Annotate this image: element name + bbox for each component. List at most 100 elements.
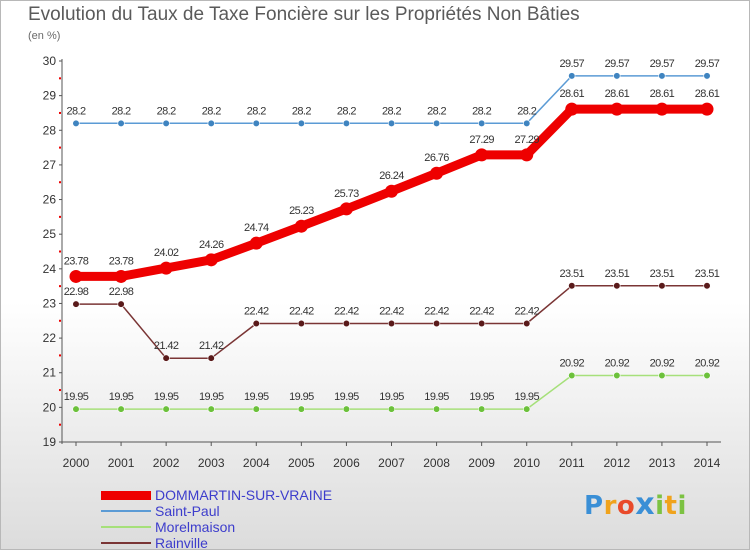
data-point	[387, 119, 396, 127]
data-point	[478, 319, 486, 328]
data-label: 28.2	[112, 105, 131, 117]
data-point	[342, 119, 351, 127]
y-minor-tick	[59, 181, 61, 184]
data-point	[72, 300, 80, 308]
data-point	[568, 371, 576, 380]
y-tick-label: 23	[43, 296, 57, 310]
data-point	[114, 269, 128, 283]
data-point	[613, 371, 621, 380]
data-point	[478, 119, 486, 127]
data-point	[475, 148, 489, 162]
data-point	[703, 371, 711, 380]
data-label: 19.95	[424, 391, 449, 403]
data-label: 22.42	[379, 306, 404, 318]
data-label: 23.78	[64, 255, 89, 267]
data-point	[703, 72, 711, 80]
data-label: 19.95	[64, 391, 89, 403]
y-minor-tick	[59, 354, 61, 357]
data-point	[703, 282, 711, 290]
y-tick-label: 21	[43, 366, 57, 380]
legend-label: Rainville	[155, 535, 208, 551]
data-point	[610, 102, 624, 116]
axes: 19 20 21 22 23 24 25 26 27 28 29 30 2000 2001 2002 2003…	[43, 54, 721, 470]
y-minor-tick	[59, 319, 61, 322]
data-label: 21.42	[154, 340, 179, 352]
data-point	[207, 119, 215, 127]
data-label: 19.95	[244, 391, 269, 403]
x-tick-label: 2014	[694, 456, 721, 470]
data-label: 27.29	[469, 134, 494, 146]
data-point	[207, 405, 215, 413]
data-point	[117, 405, 125, 413]
data-label: 22.42	[514, 306, 539, 318]
y-tick-label: 27	[43, 158, 57, 172]
data-label: 23.51	[695, 268, 720, 280]
data-label: 27.29	[514, 134, 539, 146]
data-point	[297, 119, 305, 127]
y-tick-label: 26	[43, 193, 57, 207]
data-label: 19.95	[154, 391, 179, 403]
data-point	[72, 405, 80, 413]
y-tick-label: 22	[43, 331, 57, 345]
data-label: 25.73	[334, 188, 359, 200]
data-label: 20.92	[605, 357, 630, 369]
data-label: 22.98	[64, 286, 89, 298]
data-point	[297, 319, 305, 328]
legend-swatch	[101, 510, 151, 512]
data-point	[117, 300, 125, 308]
x-tick-label: 2006	[333, 456, 360, 470]
x-tick-label: 2010	[513, 456, 540, 470]
data-label: 26.76	[424, 152, 449, 164]
data-label: 19.95	[109, 391, 134, 403]
data-label: 21.42	[199, 340, 224, 352]
legend-swatch	[101, 491, 151, 500]
data-point	[69, 269, 83, 283]
data-label: 23.51	[650, 268, 675, 280]
y-minor-tick	[59, 111, 61, 114]
data-point	[565, 102, 579, 116]
y-tick-label: 19	[43, 435, 57, 449]
data-point	[387, 319, 396, 328]
y-minor-tick	[59, 423, 61, 426]
data-label: 28.61	[695, 88, 720, 100]
data-point	[655, 102, 669, 116]
data-label: 28.2	[202, 105, 221, 117]
chart-title: Evolution du Taux de Taxe Foncière sur l…	[28, 4, 580, 25]
data-label: 19.95	[289, 391, 314, 403]
data-label: 28.61	[560, 88, 585, 100]
series-points	[69, 72, 714, 413]
data-label: 25.23	[289, 205, 314, 217]
legend-swatch	[101, 526, 151, 528]
data-point	[342, 319, 351, 328]
x-tick-label: 2001	[108, 456, 135, 470]
x-tick-label: 2002	[153, 456, 180, 470]
data-point	[72, 119, 80, 127]
data-point	[249, 236, 263, 250]
data-label: 28.2	[337, 105, 356, 117]
data-label: 19.95	[334, 391, 359, 403]
x-tick-label: 2005	[288, 456, 315, 470]
data-point	[252, 119, 260, 127]
data-point	[162, 405, 170, 413]
y-minor-tick	[59, 146, 61, 149]
data-point	[523, 405, 531, 413]
logo-letter: o	[616, 491, 636, 521]
data-point	[478, 405, 486, 413]
data-point	[700, 102, 714, 116]
data-point	[658, 282, 666, 290]
legend-swatch	[101, 542, 151, 544]
data-point	[252, 405, 260, 413]
logo-letter: i	[655, 491, 665, 521]
data-label: 22.98	[109, 286, 134, 298]
x-tick-label: 2004	[243, 456, 270, 470]
data-label: 20.92	[560, 357, 585, 369]
x-tick-label: 2011	[559, 456, 585, 470]
legend-label: Morelmaison	[155, 519, 236, 535]
data-point	[387, 405, 396, 413]
x-tick-label: 2000	[63, 456, 90, 470]
logo-letter: P	[584, 491, 604, 521]
data-label: 28.2	[472, 105, 491, 117]
y-tick-label: 29	[43, 89, 57, 103]
data-point	[658, 72, 666, 80]
